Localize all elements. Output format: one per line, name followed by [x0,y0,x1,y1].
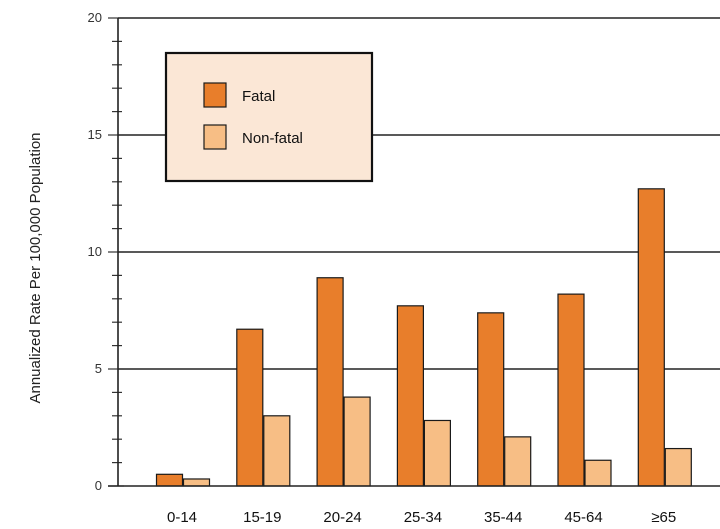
x-axis: 0-14 15-19 20-24 25-34 35-44 45-64 ≥65 [108,485,720,526]
bar-fatal [316,277,344,487]
legend: Fatal Non-fatal [164,51,374,183]
bar-non-fatal [423,419,451,487]
x-tick-label: 20-24 [323,509,361,526]
y-axis: 0 5 10 15 20 [88,10,124,493]
x-tick-label: 35-44 [484,509,522,526]
x-tick-label: 15-19 [243,509,281,526]
bar-non-fatal [584,459,612,487]
y-tick-label: 5 [95,361,102,376]
bar-non-fatal [343,396,371,487]
legend-swatch [203,124,227,150]
bar-non-fatal [504,436,532,487]
bar-non-fatal [263,415,291,487]
legend-label: Non-fatal [242,130,303,147]
y-tick-label: 0 [95,478,102,493]
x-tick-label: ≥65 [651,509,676,526]
bar-fatal [155,473,184,487]
legend-swatch [203,82,227,108]
bar-fatal [236,328,264,487]
y-tick-label: 10 [88,244,102,259]
y-axis-label: Annualized Rate Per 100,000 Population [27,132,44,403]
legend-box [164,51,374,183]
bars [155,188,692,487]
bar-fatal [396,305,424,487]
legend-label: Fatal [242,88,275,105]
bar-fatal [477,312,505,487]
bar-non-fatal [664,447,692,487]
y-tick-label: 15 [88,127,102,142]
bar-fatal [637,188,665,487]
bar-non-fatal [182,478,211,487]
bar-fatal [557,293,585,487]
x-tick-label: 0-14 [167,509,197,526]
y-tick-label: 20 [88,10,102,25]
x-tick-label: 45-64 [564,509,602,526]
x-tick-label: 25-34 [404,509,442,526]
